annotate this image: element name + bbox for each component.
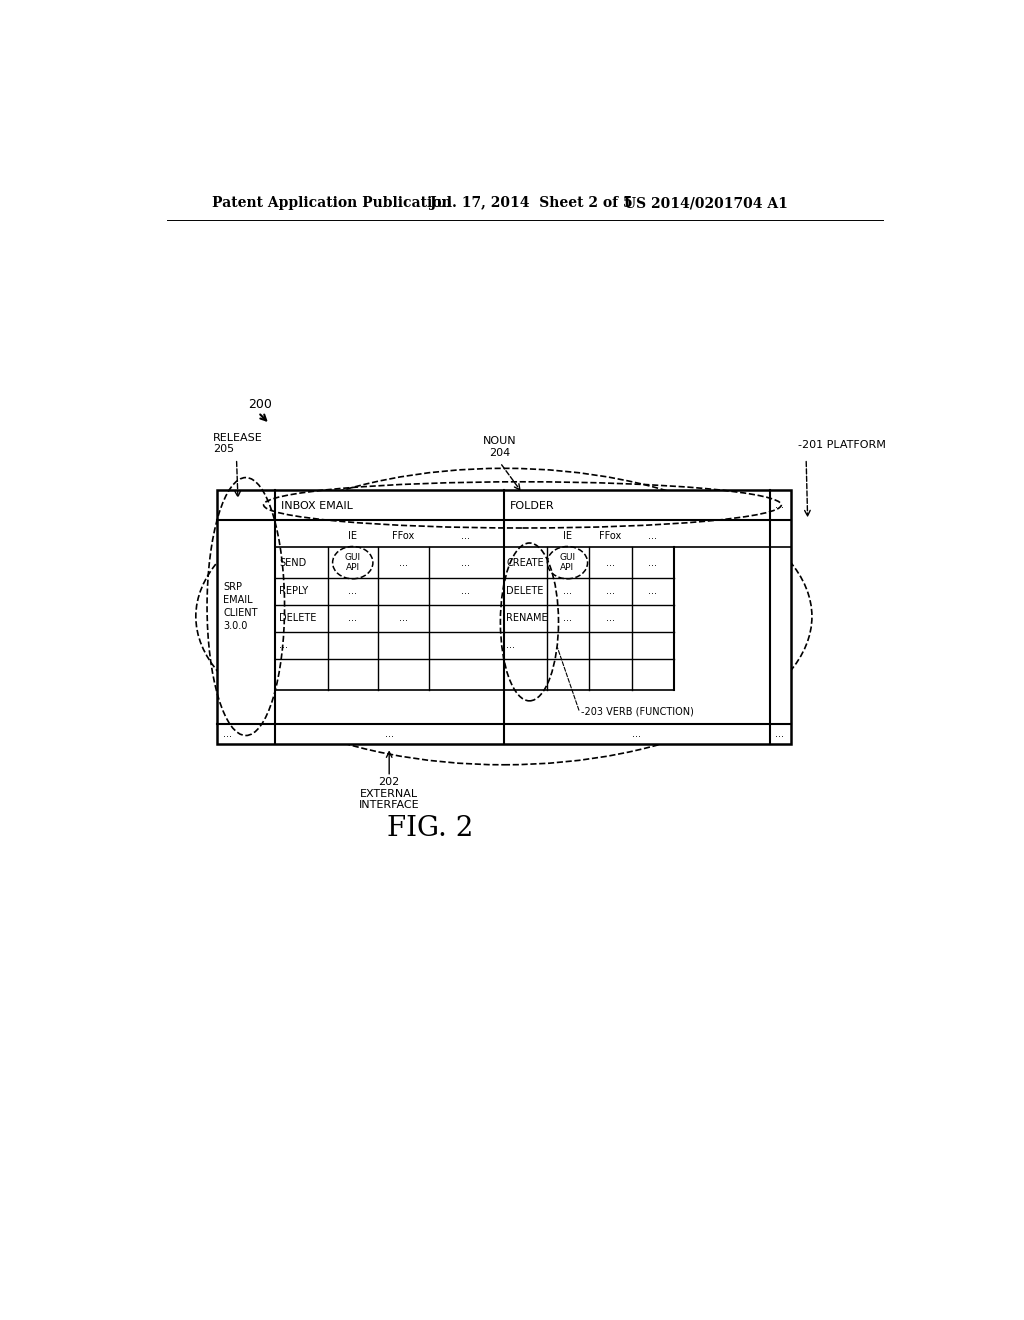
Text: 202
EXTERNAL
INTERFACE: 202 EXTERNAL INTERFACE [358,777,420,810]
Bar [217,490,791,743]
Text: ...: ... [398,612,408,623]
Text: -203 VERB (FUNCTION): -203 VERB (FUNCTION) [582,706,694,717]
Text: FFox: FFox [392,532,415,541]
Text: GUI
API: GUI API [345,553,360,573]
Text: IE: IE [563,532,572,541]
Text: Jul. 17, 2014  Sheet 2 of 5: Jul. 17, 2014 Sheet 2 of 5 [430,197,633,210]
Text: ...: ... [462,557,470,568]
Text: ...: ... [563,612,572,623]
Text: ...: ... [605,612,614,623]
Text: RENAME: RENAME [506,612,548,623]
Text: ...: ... [223,729,232,739]
Text: ...: ... [632,729,641,739]
Text: ...: ... [385,729,393,739]
Text: INBOX EMAIL: INBOX EMAIL [282,502,353,511]
Text: ...: ... [775,500,784,510]
Text: FIG. 2: FIG. 2 [387,814,473,842]
Text: DELETE: DELETE [280,612,316,623]
Text: ...: ... [648,532,657,541]
Text: ...: ... [563,586,572,597]
Text: CREATE: CREATE [506,557,544,568]
Text: SEND: SEND [280,557,306,568]
Text: 200: 200 [248,399,272,412]
Text: DELETE: DELETE [506,586,544,597]
Text: ...: ... [348,586,357,597]
Text: RELEASE
205: RELEASE 205 [213,433,263,454]
Text: SRP
EMAIL
CLIENT
3.0.0: SRP EMAIL CLIENT 3.0.0 [223,582,258,631]
Text: US 2014/0201704 A1: US 2014/0201704 A1 [624,197,787,210]
Text: ...: ... [280,640,288,649]
Text: REPLY: REPLY [280,586,308,597]
Text: ...: ... [605,557,614,568]
Text: NOUN
204: NOUN 204 [483,437,517,458]
Text: -201 PLATFORM: -201 PLATFORM [799,440,886,450]
Text: ...: ... [398,557,408,568]
Text: Patent Application Publication: Patent Application Publication [212,197,452,210]
Text: ...: ... [506,640,515,649]
Text: ...: ... [605,586,614,597]
Text: ...: ... [775,729,784,739]
Text: ...: ... [462,586,470,597]
Text: FOLDER: FOLDER [510,502,555,511]
Text: ...: ... [462,532,470,541]
Text: IE: IE [348,532,357,541]
Text: ...: ... [648,586,657,597]
Text: GUI
API: GUI API [559,553,575,573]
Text: ...: ... [348,612,357,623]
Text: ...: ... [648,557,657,568]
Text: FFox: FFox [599,532,622,541]
